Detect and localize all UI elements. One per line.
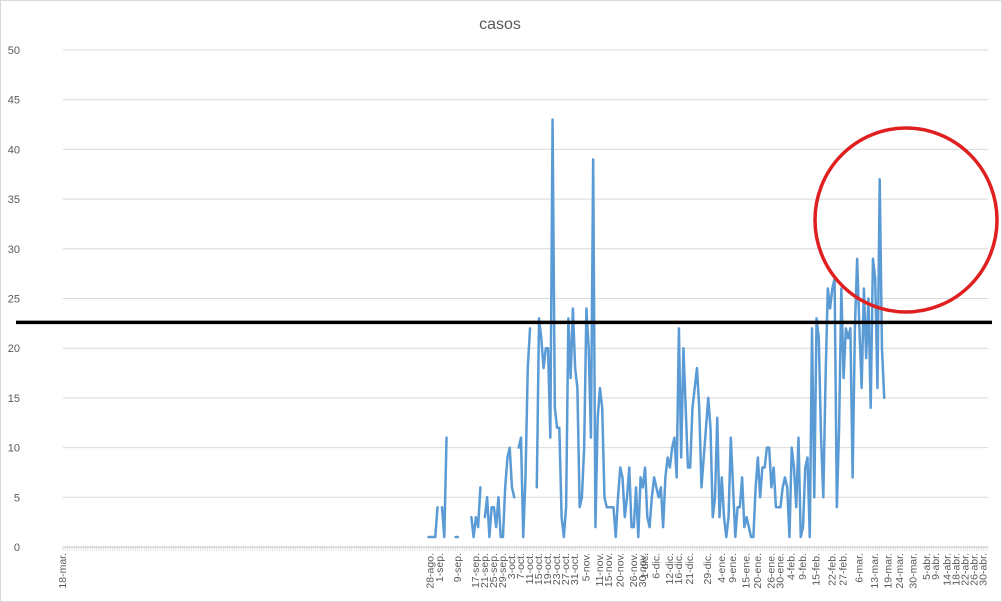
x-tick-label: 4-feb. [786,553,798,580]
x-tick-label: 26-ene. [765,553,777,589]
y-tick-label: 40 [8,144,20,156]
chart-title: casos [479,16,521,33]
series-line-segment [517,327,532,539]
y-tick-label: 45 [8,95,20,107]
x-tick-label: 15-feb. [811,553,823,586]
x-tick-label: 6-mar. [853,553,865,583]
x-tick-label: 31-oct. [569,553,581,585]
x-tick-label: 13-mar. [869,553,881,589]
x-axis-minor-ticks [62,547,989,551]
y-tick-label: 15 [8,393,20,405]
x-tick-label: 18-abr. [950,553,962,586]
x-tick-label: 22-abr. [959,553,971,586]
x-tick-label: 5-abr. [921,553,933,580]
x-tick-label: 23-oct. [551,553,563,585]
x-tick-label: 30-ene. [774,553,786,589]
x-tick-label: 12-dic. [664,553,676,585]
y-tick-label: 10 [8,443,20,455]
x-tick-label: 15-oct. [533,553,545,585]
x-tick-label: 11-nov. [594,553,606,586]
x-tick-label: 19-oct. [542,553,554,585]
x-tick-label: 9-abr. [930,553,942,580]
x-tick-label: 11-oct. [524,553,536,584]
x-tick-label: 9-ene. [727,553,739,583]
y-tick-label: 30 [8,244,20,256]
x-tick-label: 9-sep. [452,553,464,582]
x-tick-label: 29-dic. [702,553,714,585]
x-tick-label: 26-abr. [968,553,980,586]
x-tick-label: 1-sep. [434,553,446,582]
x-tick-label: 27-feb. [838,553,850,586]
x-tick-label: 6-dic. [650,553,662,579]
x-tick-label: 20-ene. [752,553,764,589]
series-line-segment [483,446,516,539]
x-axis-tick-labels: 18-mar. 28-ago.1-sep. 9-sep. 17-sep.21-sep.… [57,553,989,589]
x-tick-label: 15-ene. [741,553,753,589]
x-tick-label: 16-dic. [673,553,685,585]
x-tick-label: 1-dic. [639,553,651,579]
y-tick-label: 5 [14,492,20,504]
x-tick-label: 17-sep. [470,553,482,588]
series-line-segment [440,436,448,539]
x-tick-label: 30-nov. [637,553,649,587]
x-tick-label: 30-mar. [908,553,920,589]
y-tick-label: 20 [8,343,20,355]
y-tick-label: 0 [14,542,20,554]
x-tick-label: 14-abr. [941,553,953,586]
series-line-segment [470,486,482,539]
x-tick-label: 28-ago. [425,553,437,589]
x-tick-label: 22-feb. [826,553,838,586]
series-lines [427,118,886,539]
x-tick-label: 27-oct. [560,553,572,585]
x-tick-label: 4-ene. [716,553,728,583]
annotations [16,126,999,325]
y-axis-tick-labels: 0 5 10 15 20 25 30 35 40 45 50 [8,45,20,554]
x-tick-label: 5-nov. [580,553,592,581]
x-tick-label: 3-oct. [506,553,518,579]
x-axis [62,546,989,551]
series-line-segment [427,505,439,539]
x-tick-label: 18-mar. [57,553,69,589]
x-tick-label: 26-nov. [628,553,640,587]
x-tick-label: 20-nov. [614,553,626,587]
x-tick-label: 21-sep. [479,553,491,588]
x-tick-label: 7-oct. [515,553,527,579]
y-tick-label: 25 [8,294,20,306]
x-tick-label: 21-dic. [684,553,696,585]
x-tick-label: 29-sep. [497,553,509,588]
x-tick-label: 15-nov. [603,553,615,587]
y-tick-label: 35 [8,194,20,206]
x-tick-label: 19-mar. [883,553,895,589]
x-tick-label: 24-mar. [894,553,906,589]
x-tick-label: 25-sep. [488,553,500,588]
x-tick-label: 30-abr. [977,553,989,586]
x-tick-label: 9-feb. [797,553,809,580]
highlight-circle [813,126,999,314]
y-tick-label: 50 [8,45,20,57]
series-line-segment [535,118,886,539]
